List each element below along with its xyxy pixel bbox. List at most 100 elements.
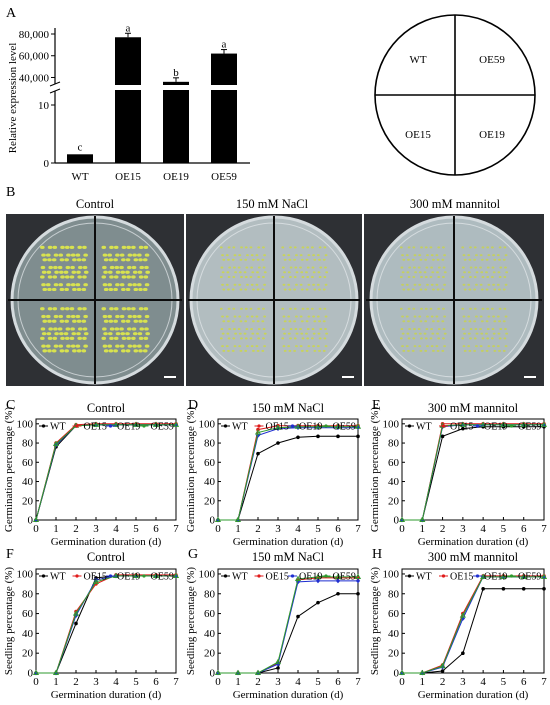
- seedling: [407, 288, 410, 291]
- seedling: [51, 287, 57, 292]
- seedling: [473, 288, 477, 291]
- seedling: [63, 270, 69, 274]
- seedling: [238, 332, 242, 335]
- seedling: [412, 337, 416, 340]
- seedling: [237, 266, 241, 269]
- seedling: [288, 288, 292, 291]
- seedling: [69, 245, 75, 249]
- seedling: [137, 270, 143, 274]
- seedling: [53, 283, 59, 287]
- chart-e: 300 mM mannitol 0 20 40 60 80 100 0 1 2 3 4 5 6 7 Germi…: [369, 401, 547, 548]
- seedling: [324, 254, 328, 257]
- x-axis-label: Germination duration (d): [233, 536, 344, 548]
- seedling: [407, 307, 411, 310]
- y-tick-label: 40: [204, 476, 216, 488]
- seedling: [322, 320, 326, 323]
- seedling: [437, 307, 441, 310]
- seedling: [53, 314, 59, 319]
- seedling: [121, 349, 126, 353]
- seedling: [469, 275, 472, 278]
- plot-frame: [217, 418, 359, 521]
- seedling: [102, 253, 108, 257]
- seedling: [305, 320, 309, 323]
- seedling: [47, 319, 52, 323]
- seedling: [220, 327, 224, 330]
- seedling: [137, 253, 142, 257]
- seedling: [107, 332, 113, 336]
- panel-label-h: H: [372, 547, 382, 562]
- seedling: [76, 332, 81, 336]
- seedling: [131, 336, 136, 341]
- seedling: [103, 319, 109, 323]
- seedling: [69, 275, 75, 279]
- seedling: [462, 254, 466, 257]
- seedling: [51, 258, 57, 262]
- seedling: [473, 337, 477, 340]
- seedling: [498, 337, 502, 340]
- seedling: [504, 327, 507, 330]
- seedling: [293, 307, 297, 310]
- seedling: [132, 332, 138, 336]
- seedling: [225, 283, 229, 286]
- panel-b: B Control 150 mM NaCl 300 mM mannitol: [6, 185, 544, 386]
- seedling: [262, 266, 266, 269]
- seedling: [240, 307, 243, 310]
- seedling: [70, 253, 76, 257]
- seedling: [499, 266, 503, 269]
- seedling: [54, 332, 59, 336]
- x-tick-label: 7: [355, 676, 361, 688]
- series-line-oe15: [35, 423, 176, 521]
- seedling: [475, 271, 479, 274]
- seedling: [133, 287, 139, 292]
- seedling: [82, 307, 87, 311]
- seedling: [249, 275, 253, 278]
- seedling: [144, 314, 150, 319]
- seedling: [221, 271, 225, 274]
- seedling: [262, 246, 265, 249]
- seedling: [219, 307, 223, 310]
- seedling: [412, 246, 416, 249]
- seedling: [485, 332, 488, 335]
- seedling: [60, 275, 65, 279]
- seedling: [429, 307, 433, 310]
- seedling: [498, 288, 501, 291]
- y-tick-label: 60: [204, 608, 216, 620]
- axis-break-mark: [49, 88, 61, 94]
- seedling: [407, 246, 411, 249]
- seedling: [487, 254, 491, 257]
- seedling: [227, 307, 231, 310]
- seedling: [72, 287, 77, 292]
- chart-title: 150 mM NaCl: [252, 401, 325, 415]
- seedling: [401, 315, 404, 318]
- seedling: [480, 332, 484, 335]
- y-tick-label: 10: [38, 100, 50, 112]
- seedling: [504, 283, 508, 286]
- seedling: [53, 265, 58, 270]
- seedling: [231, 320, 235, 323]
- seedling: [76, 287, 82, 292]
- seedling: [424, 307, 428, 310]
- seedling: [401, 283, 404, 286]
- seedling: [467, 254, 471, 257]
- seedling: [443, 271, 447, 274]
- seedling: [75, 314, 81, 319]
- seedling: [143, 275, 149, 279]
- x-tick-label: 0: [399, 676, 405, 688]
- seedling: [406, 271, 410, 274]
- y-tick-label: 0: [44, 158, 50, 170]
- y-tick-label: 100: [199, 568, 216, 580]
- seedling: [227, 320, 230, 323]
- seedling: [231, 288, 235, 291]
- seedling: [504, 266, 507, 269]
- seedlings: [219, 246, 329, 352]
- seedling: [469, 266, 473, 269]
- seedling: [113, 349, 118, 353]
- data-point: [461, 651, 465, 655]
- legend-label: WT: [50, 422, 66, 433]
- seedling: [59, 332, 64, 336]
- y-axis-label: Relative expression level: [7, 43, 19, 154]
- seedling: [487, 345, 491, 348]
- seedling: [75, 344, 81, 348]
- seedling: [417, 266, 421, 269]
- seedling: [407, 258, 410, 261]
